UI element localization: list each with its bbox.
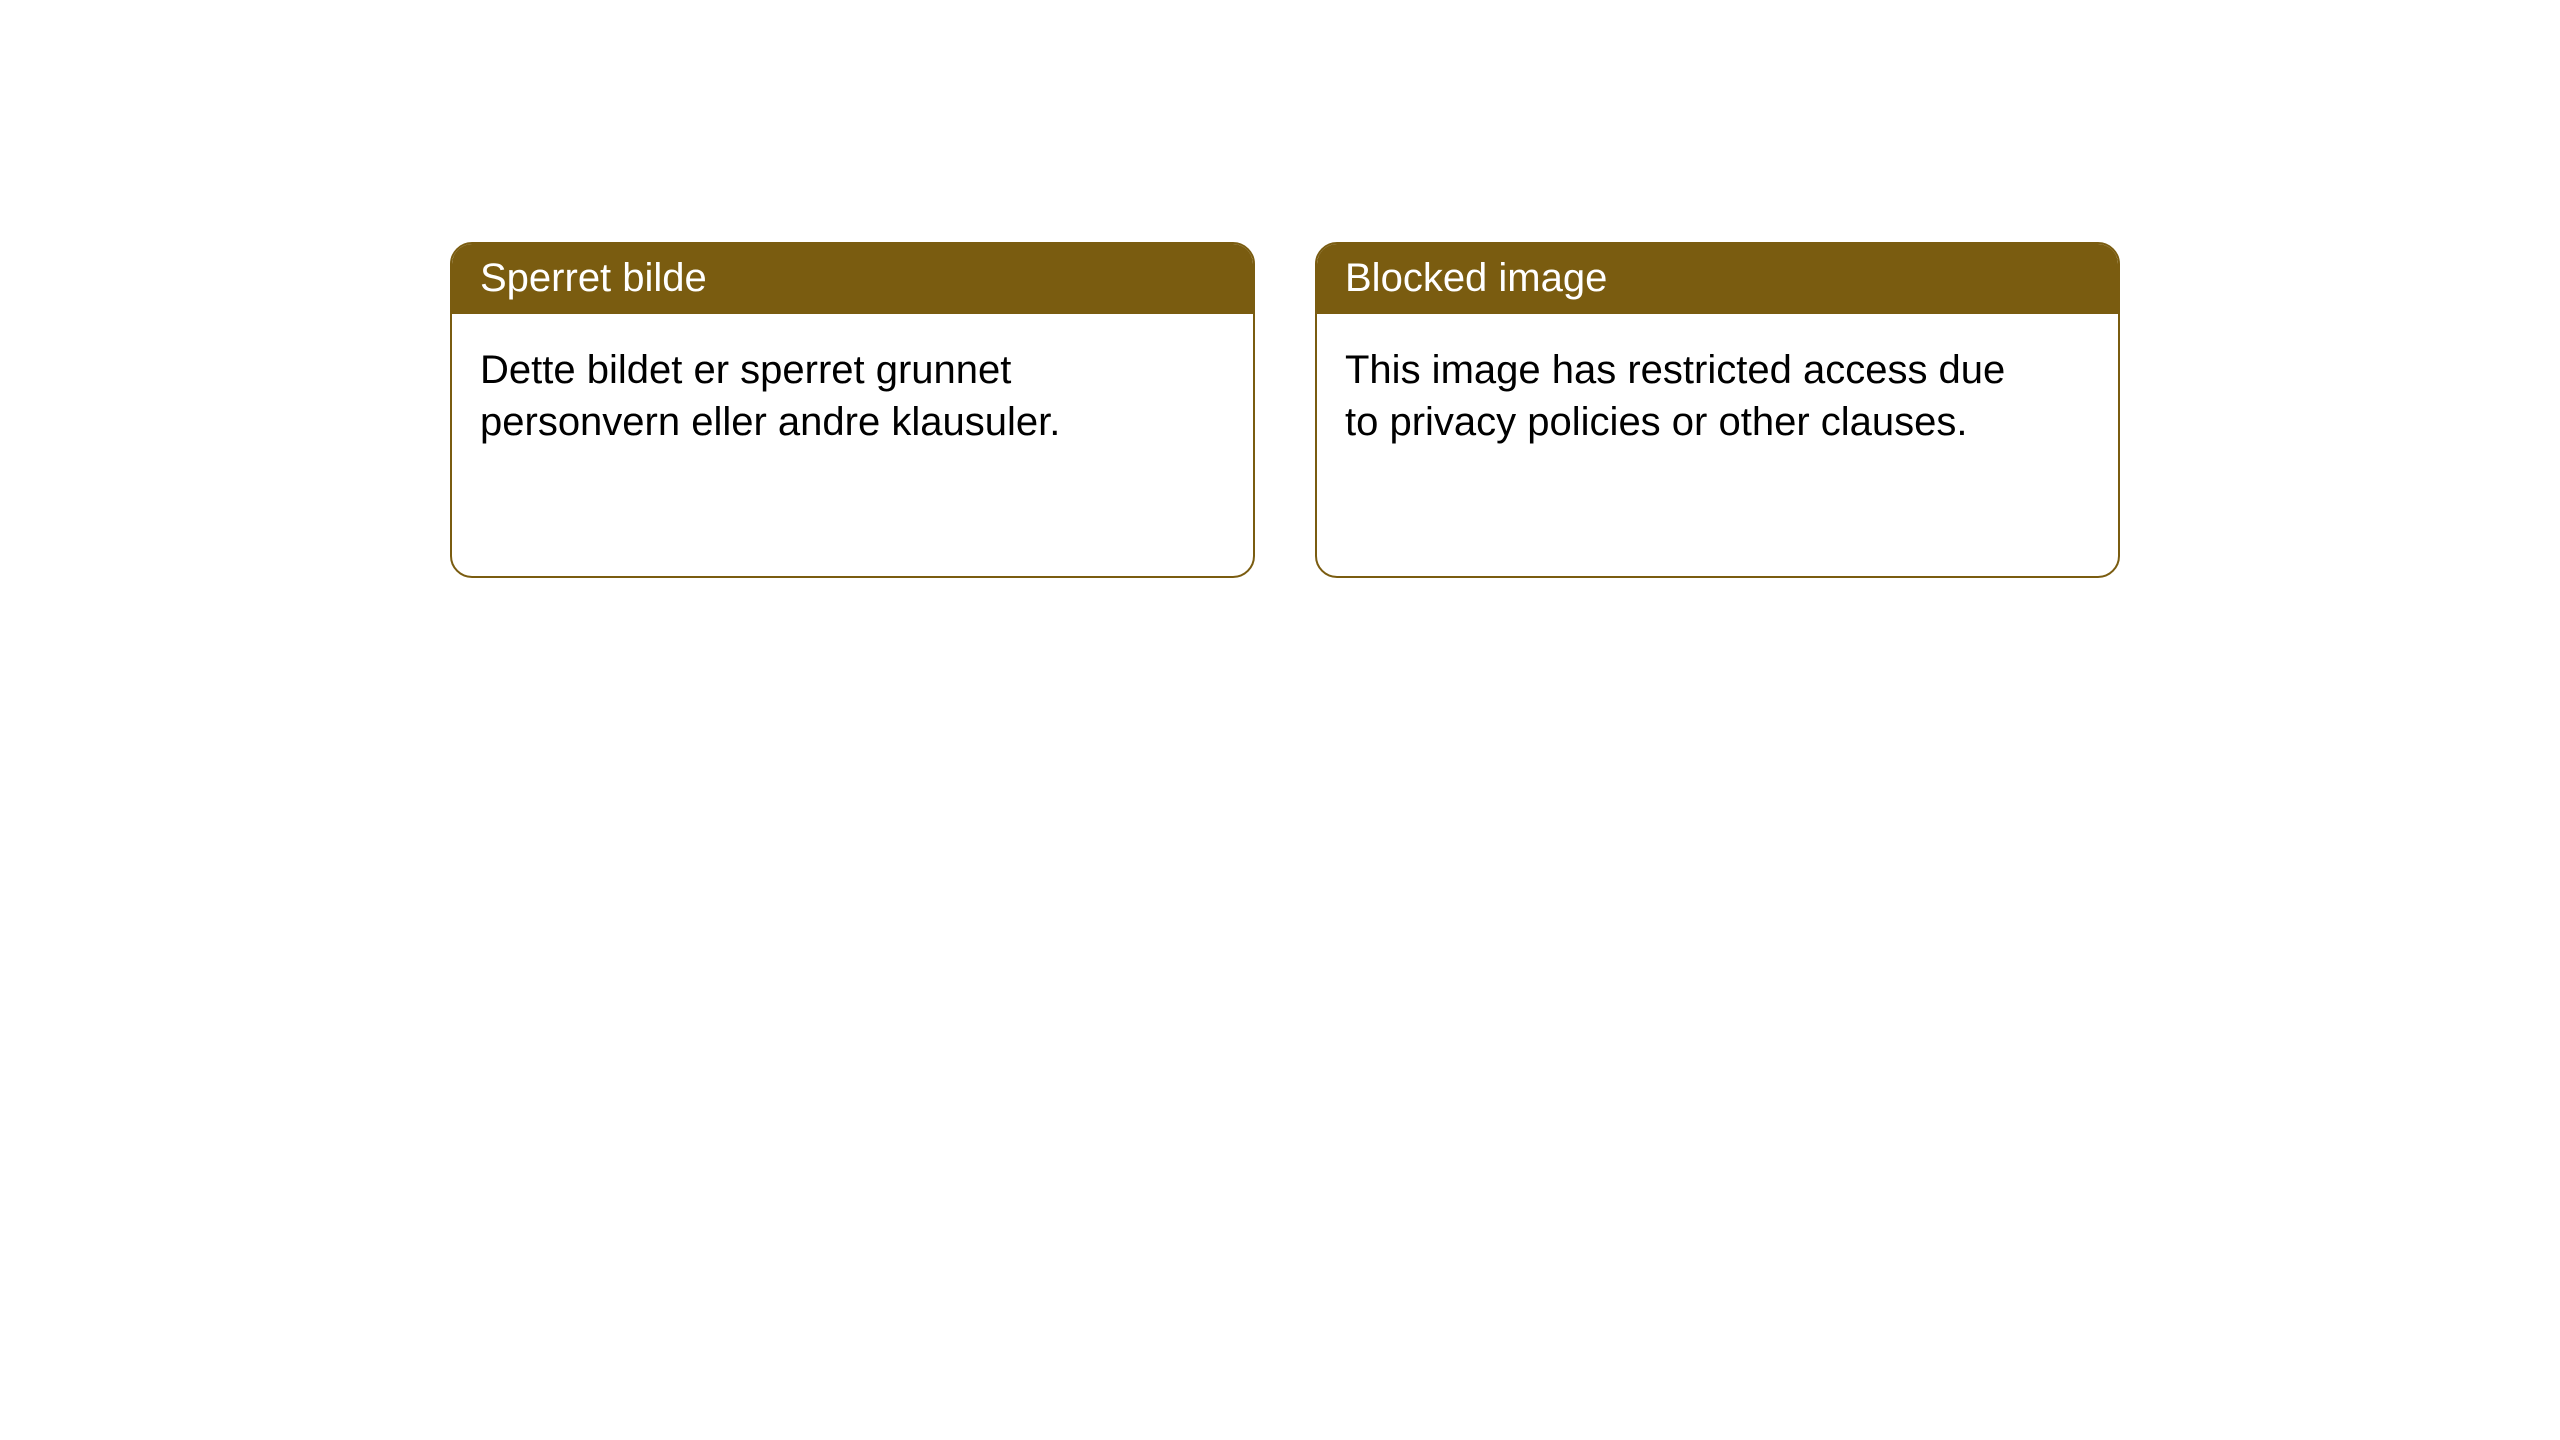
notice-cards-container: Sperret bilde Dette bildet er sperret gr… <box>0 0 2560 578</box>
notice-card-body: This image has restricted access due to … <box>1317 314 2037 478</box>
notice-card-title: Blocked image <box>1317 244 2118 314</box>
notice-card-norwegian: Sperret bilde Dette bildet er sperret gr… <box>450 242 1255 578</box>
notice-card-title: Sperret bilde <box>452 244 1253 314</box>
notice-card-english: Blocked image This image has restricted … <box>1315 242 2120 578</box>
notice-card-body: Dette bildet er sperret grunnet personve… <box>452 314 1172 478</box>
